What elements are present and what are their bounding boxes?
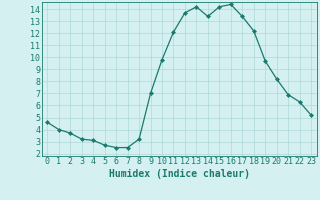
X-axis label: Humidex (Indice chaleur): Humidex (Indice chaleur) bbox=[109, 169, 250, 179]
